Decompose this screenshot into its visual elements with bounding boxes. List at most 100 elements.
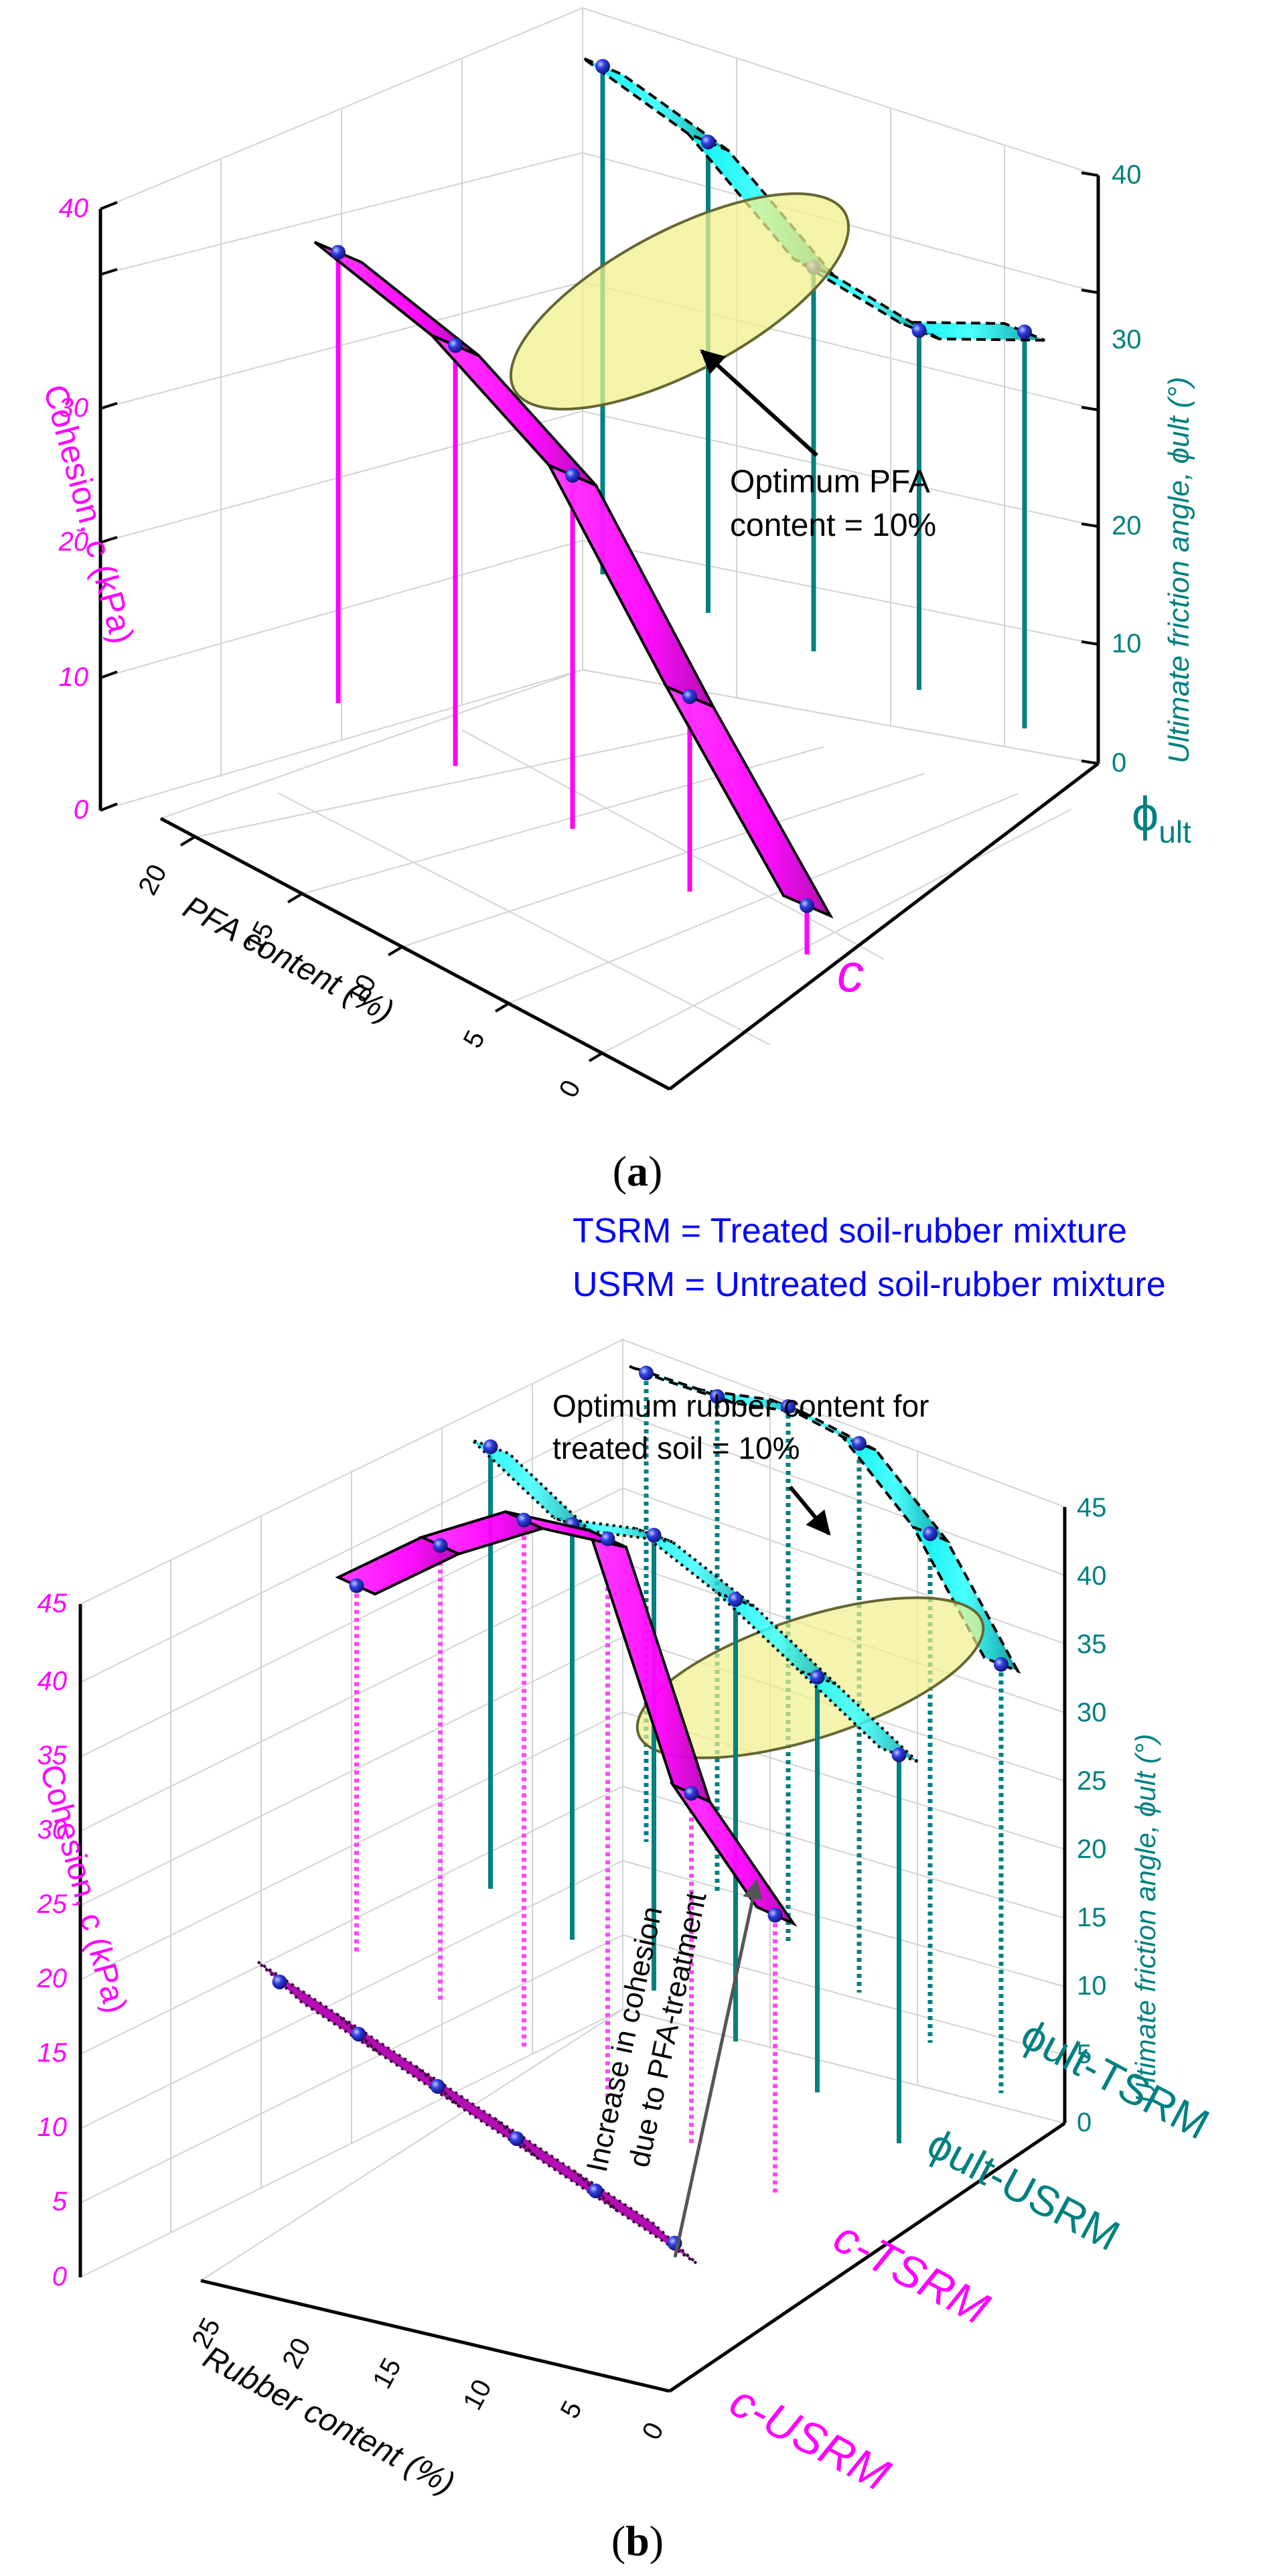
- b-xtick-10: 10: [457, 2375, 498, 2415]
- b-legend-tsrm: TSRM = Treated soil-rubber mixture: [573, 1212, 1127, 1250]
- a-xtick-5: 5: [458, 1026, 491, 1053]
- b-optimum-arrow: [788, 1486, 831, 1536]
- b-c-usrm-face-1: [494, 2117, 619, 2212]
- b-ytick-right-5: 5: [1077, 2040, 1092, 2069]
- caption-b-open: (: [611, 2517, 625, 2565]
- b-phi-usrm-point-0: [891, 1747, 907, 1762]
- b-phi-tsrm-point-4: [710, 1389, 725, 1404]
- a-ytick-right-10: 10: [1112, 629, 1142, 658]
- b-ytick-left-5: 5: [52, 2187, 68, 2216]
- b-c-tsrm-point-3: [516, 1512, 532, 1528]
- b-ytick-right-30: 30: [1077, 1698, 1107, 1727]
- a-ytick-left-30: 30: [59, 393, 89, 423]
- b-rubber-axis-title: Rubber content (%): [198, 2340, 460, 2502]
- caption-a-letter: a: [627, 1147, 648, 1195]
- b-c-usrm-face-4: [256, 1960, 382, 2056]
- a-xtick-20: 20: [133, 860, 173, 900]
- a-ytick-left-20: 20: [58, 527, 89, 557]
- b-xtick-0: 0: [637, 2418, 670, 2445]
- a-series-label-phi: ϕult: [1132, 788, 1191, 849]
- b-phi-usrm-face-4: [471, 1439, 592, 1532]
- b-c-tsrm-point-5: [349, 1578, 364, 1593]
- b-ytick-left-40: 40: [38, 1666, 68, 1696]
- b-optimum-line1: Optimum rubber content for: [552, 1388, 929, 1423]
- a-ytick-right-20: 20: [1112, 511, 1142, 541]
- b-ytick-right-0: 0: [1077, 2108, 1092, 2137]
- b-ytick-left-20: 20: [37, 1964, 68, 1993]
- a-c-ribbon: [313, 240, 834, 954]
- b-phi-usrm-point-2: [728, 1592, 743, 1607]
- b-label-c-tsrm: c-TSRM: [826, 2211, 997, 2334]
- b-ytick-left-10: 10: [38, 2113, 68, 2142]
- a-c-face-3: [313, 240, 480, 357]
- b-phi-usrm-face-0: [798, 1669, 919, 1763]
- a-optimum-ellipse: [509, 192, 850, 411]
- b-xtick-20: 20: [277, 2334, 317, 2374]
- a-phi-point-0: [1017, 324, 1032, 340]
- b-legend-usrm: USRM = Untreated soil-rubber mixture: [573, 1265, 1166, 1304]
- a-ytick-right-40: 40: [1112, 160, 1142, 190]
- b-phi-usrm-ribbon: [471, 1439, 919, 2143]
- b-c-usrm-point-5: [272, 1975, 287, 1989]
- b-label-c-usrm: c-USRM: [722, 2375, 898, 2501]
- b-label-phi-tsrm: ϕult-TSRM: [1013, 2010, 1217, 2149]
- a-phi-point-3: [700, 135, 716, 149]
- a-series-label-c: c: [837, 943, 864, 1003]
- b-c-tsrm-point-1: [684, 1786, 699, 1801]
- b-phi-tsrm-point-5: [639, 1366, 654, 1380]
- a-series-label-phi-sub: ult: [1158, 814, 1191, 849]
- b-label-phi-usrm: ϕult-USRM: [919, 2119, 1127, 2261]
- a-friction-axis-title: Ultimate friction angle, ϕult (°): [1162, 376, 1195, 764]
- caption-a-open: (: [613, 1147, 627, 1195]
- a-ytick-left-10: 10: [59, 662, 89, 692]
- panel-b: TSRM = Treated soil-rubber mixture USRM …: [33, 1212, 1217, 2565]
- a-ytick-right-30: 30: [1112, 325, 1142, 354]
- a-annotation-line1: Optimum PFA: [730, 464, 930, 500]
- b-phi-tsrm-point-0: [994, 1657, 1008, 1672]
- b-xtick-15: 15: [367, 2354, 407, 2394]
- b-phi-tsrm-point-1: [923, 1526, 937, 1541]
- b-phi-tsrm-point-3: [781, 1399, 796, 1414]
- b-ytick-left-15: 15: [38, 2038, 68, 2068]
- b-ytick-left-30: 30: [38, 1815, 68, 1845]
- a-c-point-1: [682, 689, 697, 705]
- b-ytick-left-45: 45: [38, 1589, 68, 1618]
- caption-b-close: ): [650, 2517, 664, 2565]
- b-phi-usrm-point-5: [483, 1439, 498, 1454]
- b-c-usrm-face-3: [335, 2013, 461, 2108]
- caption-b: (b): [611, 2517, 664, 2565]
- b-c-usrm-point-4: [351, 2027, 366, 2042]
- b-c-usrm-face-2: [415, 2065, 540, 2160]
- a-cohesion-axis-title: Cohesion, c (kPa): [36, 380, 141, 647]
- b-phi-usrm-point-1: [810, 1670, 825, 1685]
- caption-a-close: ): [648, 1147, 662, 1195]
- panel-a-axes: [98, 171, 1100, 1091]
- a-c-point-2: [565, 468, 580, 483]
- svg-text:Optimum PFA content = 10: Optimum PFA content = 10%: [730, 464, 937, 543]
- b-c-tsrm-point-2: [600, 1531, 615, 1547]
- caption-a: (a): [613, 1147, 663, 1195]
- a-ytick-right-0: 0: [1112, 748, 1126, 778]
- a-c-point-4: [331, 244, 346, 260]
- b-ytick-left-0: 0: [52, 2262, 67, 2291]
- b-c-usrm-ribbon: [256, 1960, 698, 2265]
- panel-b-axes: [78, 1507, 1067, 2393]
- a-annotation-line2: content = 10%: [730, 508, 936, 543]
- a-phi-point-1: [911, 323, 927, 338]
- b-c-tsrm-point-0: [767, 1908, 783, 1923]
- b-ytick-right-20: 20: [1077, 1835, 1107, 1864]
- b-ytick-right-15: 15: [1077, 1903, 1107, 1932]
- b-optimum-line2: treated soil = 10%: [552, 1431, 800, 1465]
- b-increase-arrow: [673, 1879, 763, 2258]
- a-ytick-left-40: 40: [59, 194, 89, 223]
- a-pfa-axis-title: PFA content (%): [177, 889, 399, 1030]
- b-c-usrm-point-3: [430, 2079, 445, 2094]
- b-ytick-right-25: 25: [1077, 1766, 1107, 1796]
- b-phi-tsrm-point-2: [852, 1436, 867, 1451]
- caption-b-letter: b: [625, 2517, 650, 2565]
- b-phi-usrm-face-1: [716, 1591, 837, 1685]
- b-c-usrm-face-0: [573, 2169, 698, 2265]
- a-phi-point-4: [595, 59, 610, 74]
